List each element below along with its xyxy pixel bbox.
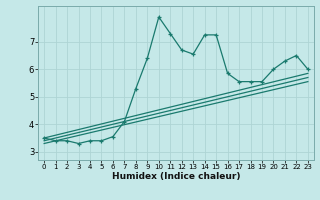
X-axis label: Humidex (Indice chaleur): Humidex (Indice chaleur) [112,172,240,181]
